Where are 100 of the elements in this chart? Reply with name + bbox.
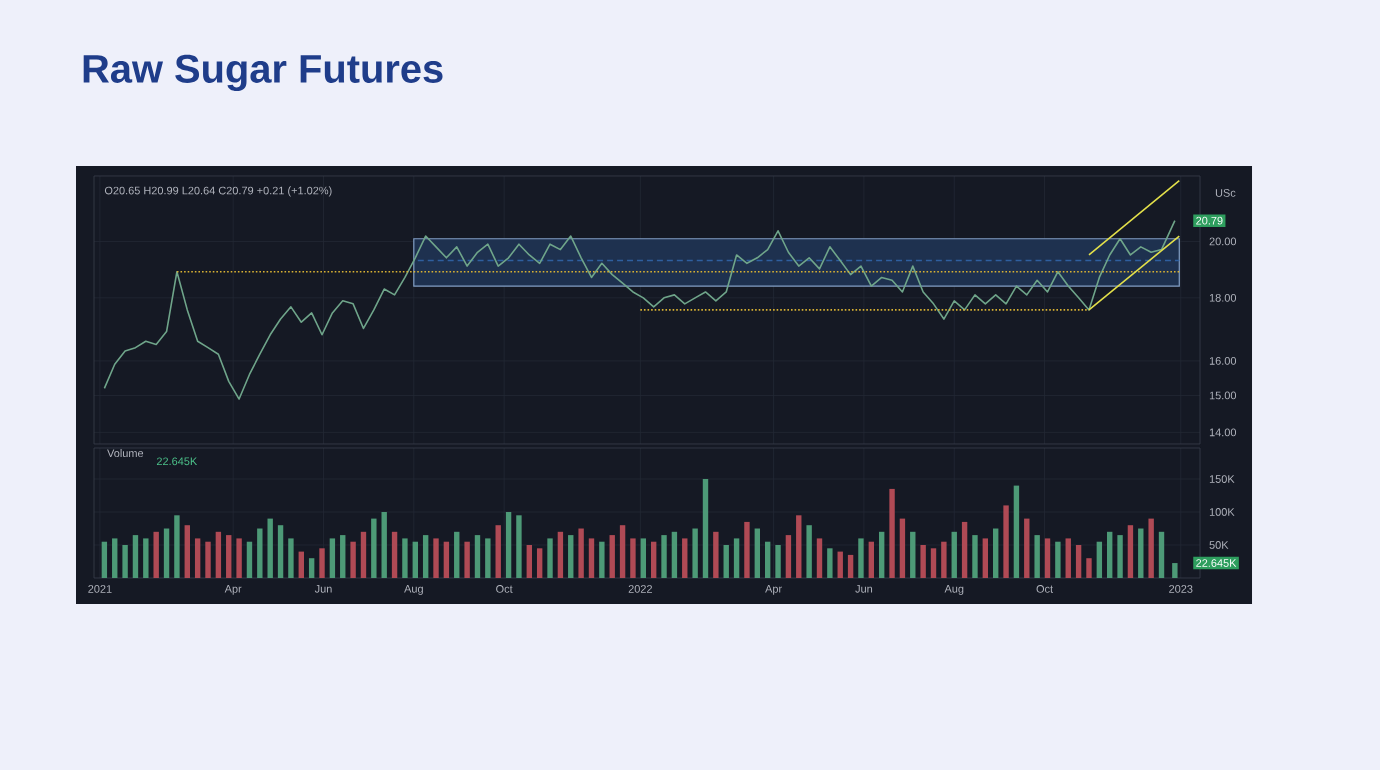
bar [536, 548, 543, 578]
bar [827, 548, 833, 578]
bar [1044, 538, 1051, 578]
bar [184, 525, 190, 578]
bar [744, 521, 750, 578]
bar [215, 531, 222, 578]
bar [143, 538, 149, 578]
bar [599, 541, 605, 578]
bar [1024, 518, 1030, 578]
bar [391, 531, 398, 578]
bar [837, 551, 843, 578]
bar [1107, 531, 1113, 578]
bar [1138, 528, 1144, 578]
bar [163, 528, 170, 578]
bar [132, 535, 139, 578]
bar [485, 538, 491, 578]
bar [1055, 541, 1061, 578]
bar [1013, 485, 1020, 578]
bar [910, 531, 916, 578]
bar [153, 531, 159, 578]
bar [682, 538, 688, 578]
bar [246, 541, 253, 578]
bar [112, 538, 118, 578]
bar [526, 545, 532, 578]
bar [889, 488, 895, 578]
bar [1158, 531, 1165, 578]
bar [847, 554, 854, 578]
bar [412, 541, 418, 578]
bar [454, 531, 460, 578]
bar [360, 531, 367, 578]
bar [1075, 545, 1082, 578]
bar [236, 538, 242, 578]
bar [806, 525, 812, 578]
bar [277, 525, 284, 578]
bar [350, 541, 356, 578]
bar [961, 521, 968, 578]
bar [443, 541, 450, 578]
bar [495, 525, 501, 578]
bar [101, 541, 108, 578]
bar [941, 541, 947, 578]
bar [796, 515, 802, 578]
bar [816, 538, 823, 578]
bar [226, 535, 232, 578]
bar [650, 541, 657, 578]
bar [329, 538, 336, 578]
bar [713, 531, 719, 578]
bar [764, 541, 771, 578]
bar [630, 538, 636, 578]
bar [174, 515, 180, 578]
line-series [103, 219, 1176, 400]
bar [122, 545, 128, 578]
bar [267, 518, 273, 578]
bar [205, 541, 211, 578]
bar [982, 538, 989, 578]
bar [588, 538, 595, 578]
bar [1117, 535, 1123, 578]
bar [661, 535, 667, 578]
bar [930, 548, 937, 578]
bar [464, 541, 470, 578]
bar [1003, 505, 1009, 578]
bar [422, 535, 429, 578]
bar [516, 515, 522, 578]
bar [775, 545, 781, 578]
bar [878, 531, 885, 578]
bar [920, 545, 926, 578]
bar [972, 535, 978, 578]
bar [1086, 558, 1092, 578]
bar [557, 531, 564, 578]
bar [319, 548, 325, 578]
chart-title: Raw Sugar Futures [83, 54, 443, 91]
bar [619, 525, 626, 578]
bar [1148, 518, 1154, 578]
bar [547, 538, 553, 578]
bar [1065, 538, 1071, 578]
bar [568, 535, 574, 578]
bar [609, 535, 615, 578]
bar [1127, 525, 1134, 578]
bar [381, 512, 387, 578]
bar [194, 538, 201, 578]
bar [402, 538, 408, 578]
bar [992, 528, 999, 578]
bar [505, 512, 512, 578]
bar [951, 531, 957, 578]
bar [371, 518, 377, 578]
bar [723, 545, 729, 578]
bar [858, 538, 864, 578]
bar [340, 535, 346, 578]
bar [1172, 563, 1178, 578]
bar [640, 538, 647, 578]
bar [671, 531, 678, 578]
bar [1034, 535, 1040, 578]
bar [785, 535, 792, 578]
bar [433, 538, 439, 578]
bar [754, 528, 761, 578]
bar [298, 551, 304, 578]
bar [702, 479, 709, 578]
bar [1096, 541, 1103, 578]
bar [474, 535, 481, 578]
bar [288, 538, 294, 578]
bar [578, 528, 584, 578]
